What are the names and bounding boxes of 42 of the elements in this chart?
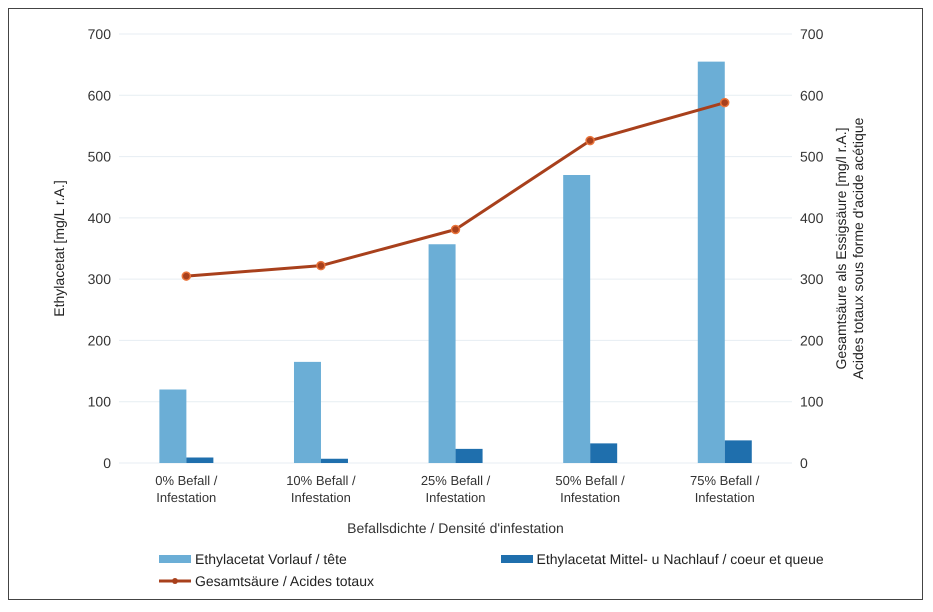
point: [316, 260, 326, 270]
y2-tick-label: 500: [800, 148, 824, 165]
x-tick-label: 50% Befall / Infestation: [555, 473, 626, 505]
x-tick-label: 0% Befall / Infestation: [155, 473, 218, 505]
bar: [186, 457, 214, 463]
y2-axis-title: Gesamtsäure als Essigsäure [mg/l r.A.] Acides totaux sous forme d'acide acétique: [833, 117, 866, 380]
point: [720, 98, 730, 108]
y-tick-label: 500: [88, 148, 112, 165]
y2-tick-label: 0: [800, 454, 808, 471]
y-tick-label: 100: [88, 394, 112, 410]
bar: [698, 62, 725, 463]
y-tick-label: 0: [103, 454, 112, 471]
y2-tick-label: 100: [800, 394, 824, 410]
legend-label: Ethylacetat Mittel- u Nachlauf / coeur et queue: [536, 551, 824, 567]
bar: [563, 174, 590, 463]
bar: [724, 440, 752, 463]
x-tick-label: 25% Befall / Infestation: [420, 473, 491, 505]
y2-tick-label: 200: [800, 332, 824, 348]
y-tick-label: 600: [88, 87, 112, 104]
bar: [159, 389, 186, 463]
y2-tick-label: 400: [800, 210, 824, 226]
x-tick-label: 75% Befall / Infestation: [690, 473, 760, 505]
bar: [320, 458, 348, 463]
y2-tick-label: 300: [800, 271, 824, 288]
bar: [428, 244, 456, 463]
y-tick-label: 300: [88, 271, 112, 288]
y-tick-label: 200: [88, 332, 112, 348]
y-tick-label: 400: [88, 210, 112, 226]
x-axis-title: Befallsdichte / Densité d'infestation: [347, 520, 564, 536]
point: [182, 271, 192, 281]
x-tick-label: 10% Befall / Infestation: [286, 473, 356, 505]
y2-tick-label: 600: [800, 87, 824, 104]
y-tick-label: 700: [88, 26, 112, 42]
y2-tick-label: 700: [800, 26, 824, 42]
legend-label: Gesamtsäure / Acides totaux: [195, 573, 374, 589]
bar: [590, 443, 618, 463]
legend-label: Ethylacetat Vorlauf / tête: [195, 551, 347, 567]
y-axis-title: Ethylacetat [mg/L r.A.]: [50, 180, 67, 317]
point: [450, 224, 460, 234]
point: [585, 136, 595, 146]
bar: [294, 362, 321, 463]
bar: [456, 448, 483, 463]
